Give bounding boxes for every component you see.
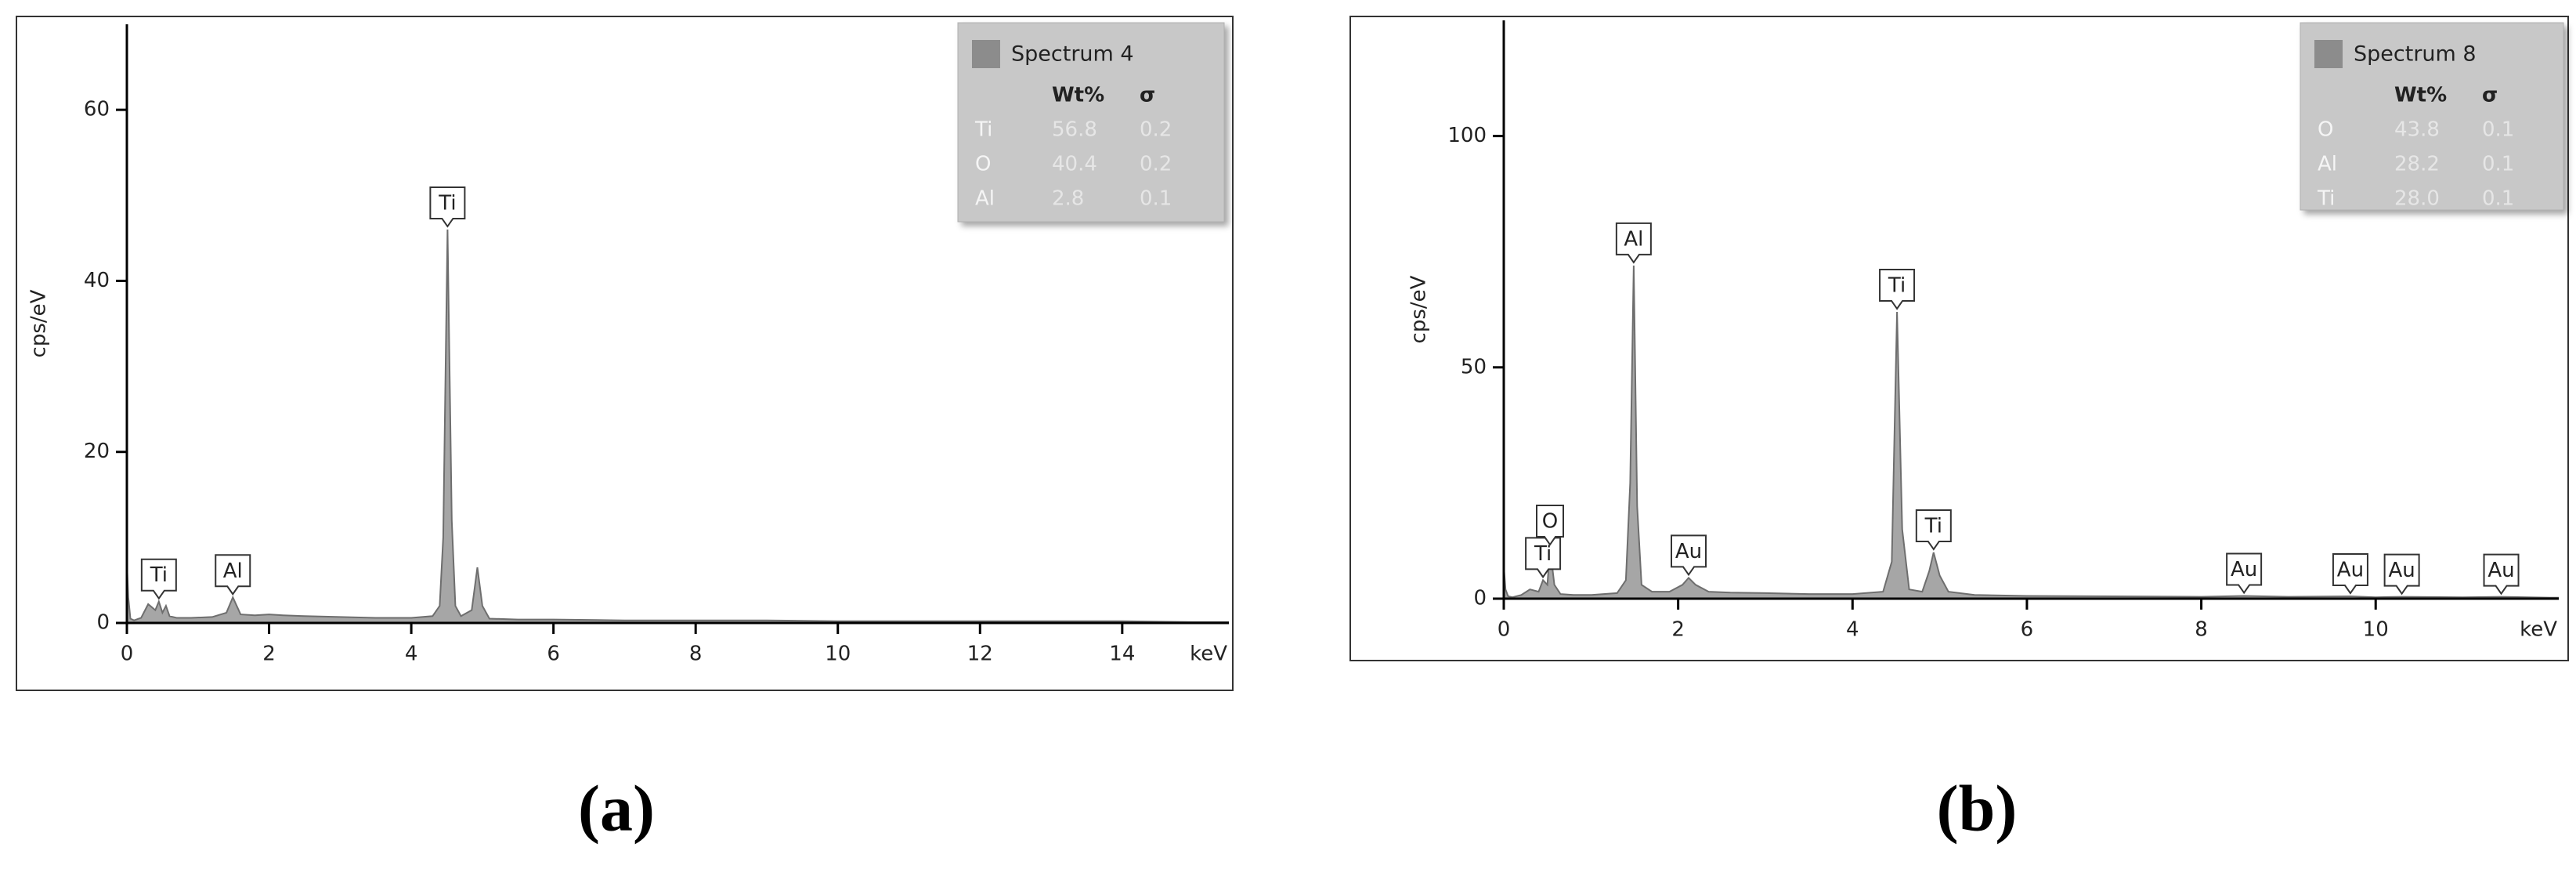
x-tick-label: 6 [547, 643, 560, 666]
x-tick-label: 0 [121, 643, 134, 666]
x-tick-label: 6 [2021, 618, 2034, 642]
peak-label: Au [2231, 558, 2257, 581]
peak-marker [1525, 537, 1562, 579]
table-header: Wt% [2394, 84, 2447, 107]
peak-label: Ti [1924, 514, 1942, 538]
peak-label: O [1542, 510, 1558, 534]
peak-label: Au [1675, 540, 1702, 563]
x-tick-label: 10 [2363, 618, 2389, 642]
legend-swatch [972, 40, 1000, 68]
peak-marker [429, 186, 466, 228]
table-row-label: O [975, 153, 991, 176]
y-tick-label: 40 [84, 269, 110, 292]
table-cell: 0.2 [1140, 118, 1172, 142]
peak-label: Ti [150, 563, 168, 587]
y-axis-label: cps/eV [27, 289, 51, 357]
peak-label: Ti [1888, 273, 1906, 297]
peak-label: Ti [438, 191, 456, 215]
peak-marker [2226, 552, 2263, 595]
y-tick-label: 60 [84, 98, 110, 121]
legend-entry: Spectrum 4 [1011, 42, 1134, 67]
x-tick-label: 8 [2195, 618, 2208, 642]
spectrum-line [126, 229, 1229, 623]
peak-label: Au [2487, 559, 2514, 582]
legend-box [2300, 22, 2564, 211]
peak-marker [1536, 505, 1564, 546]
table-cell: 0.1 [2482, 153, 2514, 176]
table-row-label: Ti [974, 118, 992, 142]
x-tick-label: 2 [1671, 618, 1685, 642]
peak-label: Al [223, 559, 243, 583]
peak-label: Au [2337, 559, 2364, 582]
peak-marker [1879, 268, 1916, 310]
y-tick-label: 100 [1447, 124, 1487, 147]
table-header: σ [1140, 84, 1155, 107]
table-cell: 28.2 [2394, 153, 2440, 176]
table-cell: 56.8 [1052, 118, 1097, 142]
peak-label: Al [1624, 227, 1643, 251]
table-row-label: Al [975, 187, 995, 211]
y-tick-label: 0 [1473, 587, 1487, 610]
peak-marker [2483, 553, 2520, 596]
x-tick-label: 8 [689, 643, 703, 666]
x-tick-label: 2 [262, 643, 276, 666]
table-cell: 0.1 [2482, 187, 2514, 211]
peak-marker [1915, 509, 1952, 551]
x-tick-label: 14 [1109, 643, 1135, 666]
x-axis-label: keV [2520, 618, 2557, 642]
peak-label: Au [2388, 559, 2415, 582]
legend-entry: Spectrum 8 [2354, 42, 2477, 67]
peak-marker [215, 554, 251, 596]
table-cell: 0.1 [2482, 118, 2514, 142]
table-header: σ [2482, 84, 2498, 107]
peak-marker [1615, 222, 1652, 264]
x-tick-label: 12 [967, 643, 993, 666]
table-cell: 0.1 [1140, 187, 1172, 211]
y-tick-label: 20 [84, 440, 110, 463]
caption: (a) [578, 772, 655, 845]
table-cell: 2.8 [1052, 187, 1084, 211]
y-axis-label: cps/eV [1407, 275, 1431, 343]
table-cell: 0.2 [1140, 153, 1172, 176]
peak-marker [140, 558, 177, 600]
x-tick-label: 4 [405, 643, 418, 666]
x-tick-label: 0 [1498, 618, 1511, 642]
x-tick-label: 10 [825, 643, 851, 666]
peak-marker [2332, 553, 2368, 595]
table-row-label: Al [2318, 153, 2337, 176]
peak-label: Ti [1534, 542, 1552, 566]
peak-marker [1671, 534, 1707, 577]
x-tick-label: 4 [1846, 618, 1859, 642]
table-row-label: O [2318, 118, 2333, 142]
table-header: Wt% [1052, 84, 1104, 107]
x-axis-label: keV [1190, 643, 1227, 666]
table-cell: 43.8 [2394, 118, 2440, 142]
legend-box [957, 22, 1225, 223]
table-cell: 28.0 [2394, 187, 2440, 211]
y-tick-label: 0 [96, 611, 110, 635]
caption: (b) [1937, 772, 2018, 845]
table-row-label: Ti [2317, 187, 2335, 211]
peak-marker [2383, 553, 2420, 596]
legend-swatch [2314, 40, 2343, 68]
table-cell: 40.4 [1052, 153, 1097, 176]
y-tick-label: 50 [1461, 355, 1487, 378]
